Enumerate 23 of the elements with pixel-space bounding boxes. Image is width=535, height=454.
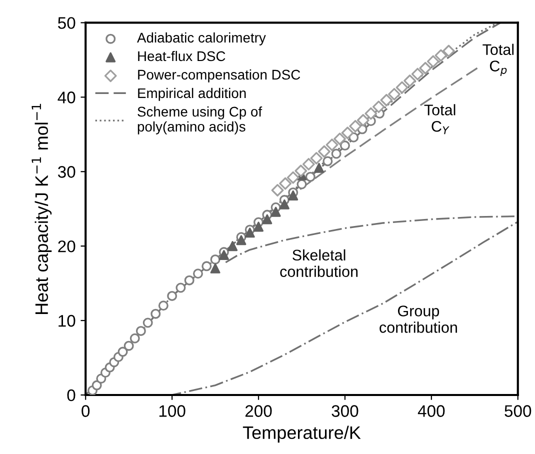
y-tick-label: 20 [58,240,76,252]
y-tick-label: 40 [58,92,76,104]
x-tick-label: 200 [245,405,272,417]
legend-label: Scheme using Cp of poly(amino acid)s [138,106,262,134]
x-axis-title: Temperature/K [242,426,361,443]
y-tick-label: 10 [58,314,76,327]
annotation: Group contribution [380,306,457,333]
y-tick-label: 30 [58,166,76,178]
x-tick-label: 100 [159,405,186,417]
x-tick-label: 500 [504,405,532,417]
y-axis-title: Heat capacity/J K$^{−1}$ mol$^{−1}$ [32,104,52,314]
x-tick-label: 0 [82,405,90,417]
y-tick-label: 50 [58,17,76,29]
y-tick-label: 0 [67,389,76,402]
annotation: Skeletal contribution [280,249,358,278]
legend-label: Power-compensation DSC [138,69,300,82]
x-tick-label: 400 [418,405,445,417]
annotation: Total C$_{Y}$ [424,104,456,134]
x-tick-label: 300 [332,405,358,417]
legend-label: Empirical addition [138,88,246,101]
legend-label: Heat-flux DSC [138,50,226,62]
annotation: Total C$_{p}$ [482,44,514,76]
legend-label: Adiabatic calorimetry [137,32,266,46]
